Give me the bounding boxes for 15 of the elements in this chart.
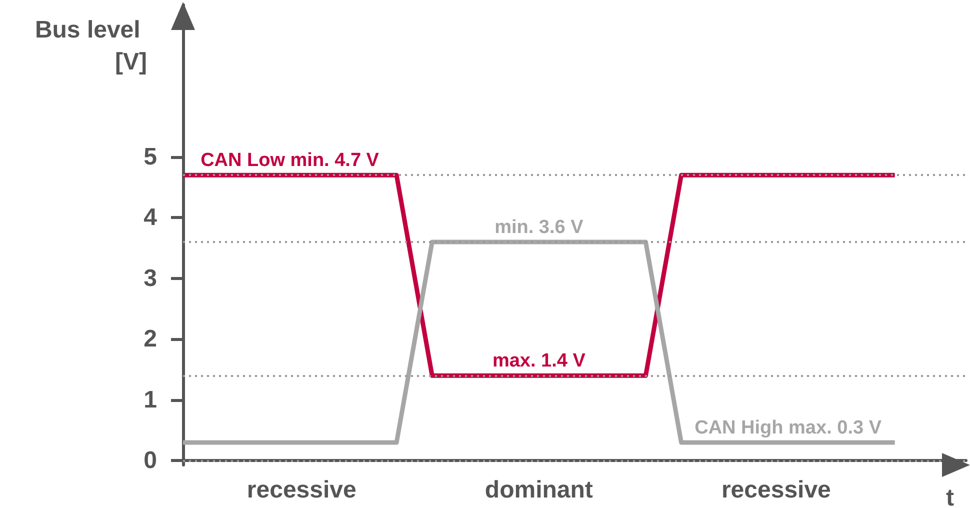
annotation: CAN Low min. 4.7 V <box>200 150 380 172</box>
text: dominant <box>484 476 593 504</box>
text: recessive <box>246 476 356 504</box>
y-tick-label: 0 <box>144 447 157 474</box>
annotation: max. 1.4 V <box>492 350 586 372</box>
x-axis-title: t <box>946 484 954 508</box>
annotation: CAN High max. 0.3 V <box>694 418 882 439</box>
text: recessive <box>721 476 831 504</box>
y-tick-label: 4 <box>144 204 158 232</box>
annotation: min. 3.6 V <box>494 216 584 238</box>
y-axis-title: Bus level [V] <box>34 16 147 76</box>
y-tick-label: 5 <box>144 143 157 170</box>
y-tick-label: 2 <box>144 326 157 353</box>
y-tick-label: 3 <box>144 264 157 292</box>
y-tick-label: 1 <box>144 386 157 414</box>
